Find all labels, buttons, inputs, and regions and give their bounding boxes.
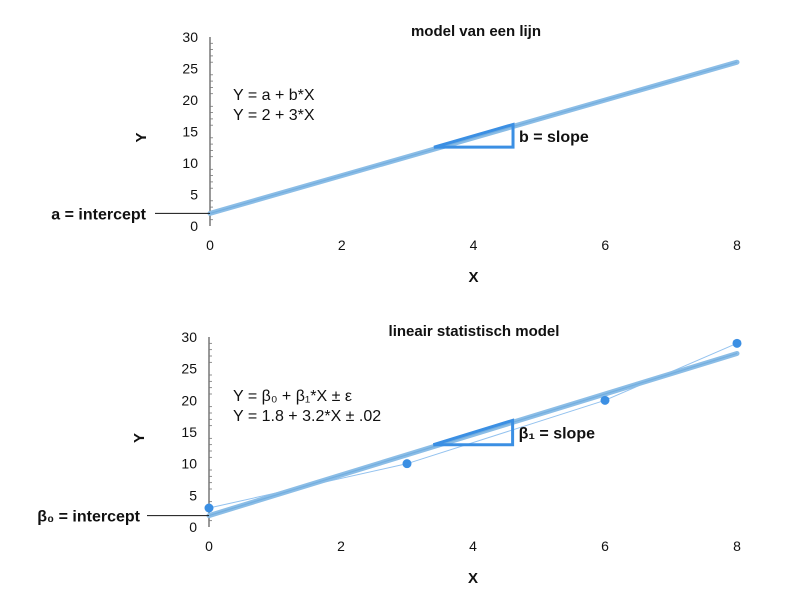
x-tick-label: 2	[337, 538, 345, 554]
y-tick-label: 15	[182, 124, 198, 140]
y-tick-label: 20	[182, 92, 198, 108]
equation-line: Y = a + b*X	[233, 87, 315, 104]
y-tick-label: 20	[181, 392, 197, 408]
data-point	[204, 503, 214, 513]
chart-title: model van een lijn	[411, 23, 541, 40]
x-tick-label: 6	[601, 538, 609, 554]
equation-line: Y = 2 + 3*X	[233, 107, 315, 124]
y-tick-label: 30	[181, 329, 197, 345]
chart-panel-2: lineair statistisch model 0 5 10 15 20 25 30 0 2 4…	[37, 323, 742, 587]
y-tick-label: 30	[182, 29, 198, 45]
y-tick-label: 10	[181, 456, 197, 472]
data-point	[600, 395, 610, 405]
x-tick-label: 2	[338, 237, 346, 253]
y-tick-label: 10	[182, 155, 198, 171]
x-tick-label: 8	[733, 237, 741, 253]
intercept-label: β₀ = intercept	[37, 509, 140, 526]
slope-triangle	[433, 122, 515, 149]
y-tick-label: 25	[182, 61, 198, 77]
slope-triangle	[432, 418, 515, 447]
y-tick-label: 0	[190, 218, 198, 234]
x-tick-label: 4	[470, 237, 478, 253]
slope-label: β₁ = slope	[519, 426, 596, 443]
intercept-label: a = intercept	[51, 206, 146, 223]
chart-panel-1: model van een lijn 0 5 10 15 20 25 30 0 2 4 6 8 X Y b =…	[51, 23, 741, 286]
x-tick-label: 6	[601, 237, 609, 253]
regression-line-core	[209, 61, 738, 214]
equation-line: Y = 1.8 + 3.2*X ± .02	[233, 408, 381, 425]
data-point	[732, 338, 742, 348]
x-tick-label: 0	[206, 237, 214, 253]
y-tick-label: 5	[190, 187, 198, 203]
x-tick-label: 8	[733, 538, 741, 554]
regression-line-core	[208, 352, 738, 517]
y-axis-label: Y	[133, 132, 150, 142]
y-axis-label: Y	[131, 433, 148, 443]
x-tick-label: 4	[469, 538, 477, 554]
x-axis-label: X	[468, 570, 478, 587]
y-tick-label: 0	[189, 519, 197, 535]
chart-title: lineair statistisch model	[389, 323, 560, 340]
x-axis-label: X	[468, 269, 478, 286]
equation-line: Y = β₀ + β₁*X ± ε	[233, 388, 352, 405]
y-tick-label: 15	[181, 424, 197, 440]
x-tick-label: 0	[205, 538, 213, 554]
slope-label: b = slope	[519, 129, 589, 146]
y-tick-label: 5	[189, 487, 197, 503]
data-point	[402, 459, 412, 469]
y-tick-label: 25	[181, 361, 197, 377]
data-connector-line	[208, 342, 738, 509]
